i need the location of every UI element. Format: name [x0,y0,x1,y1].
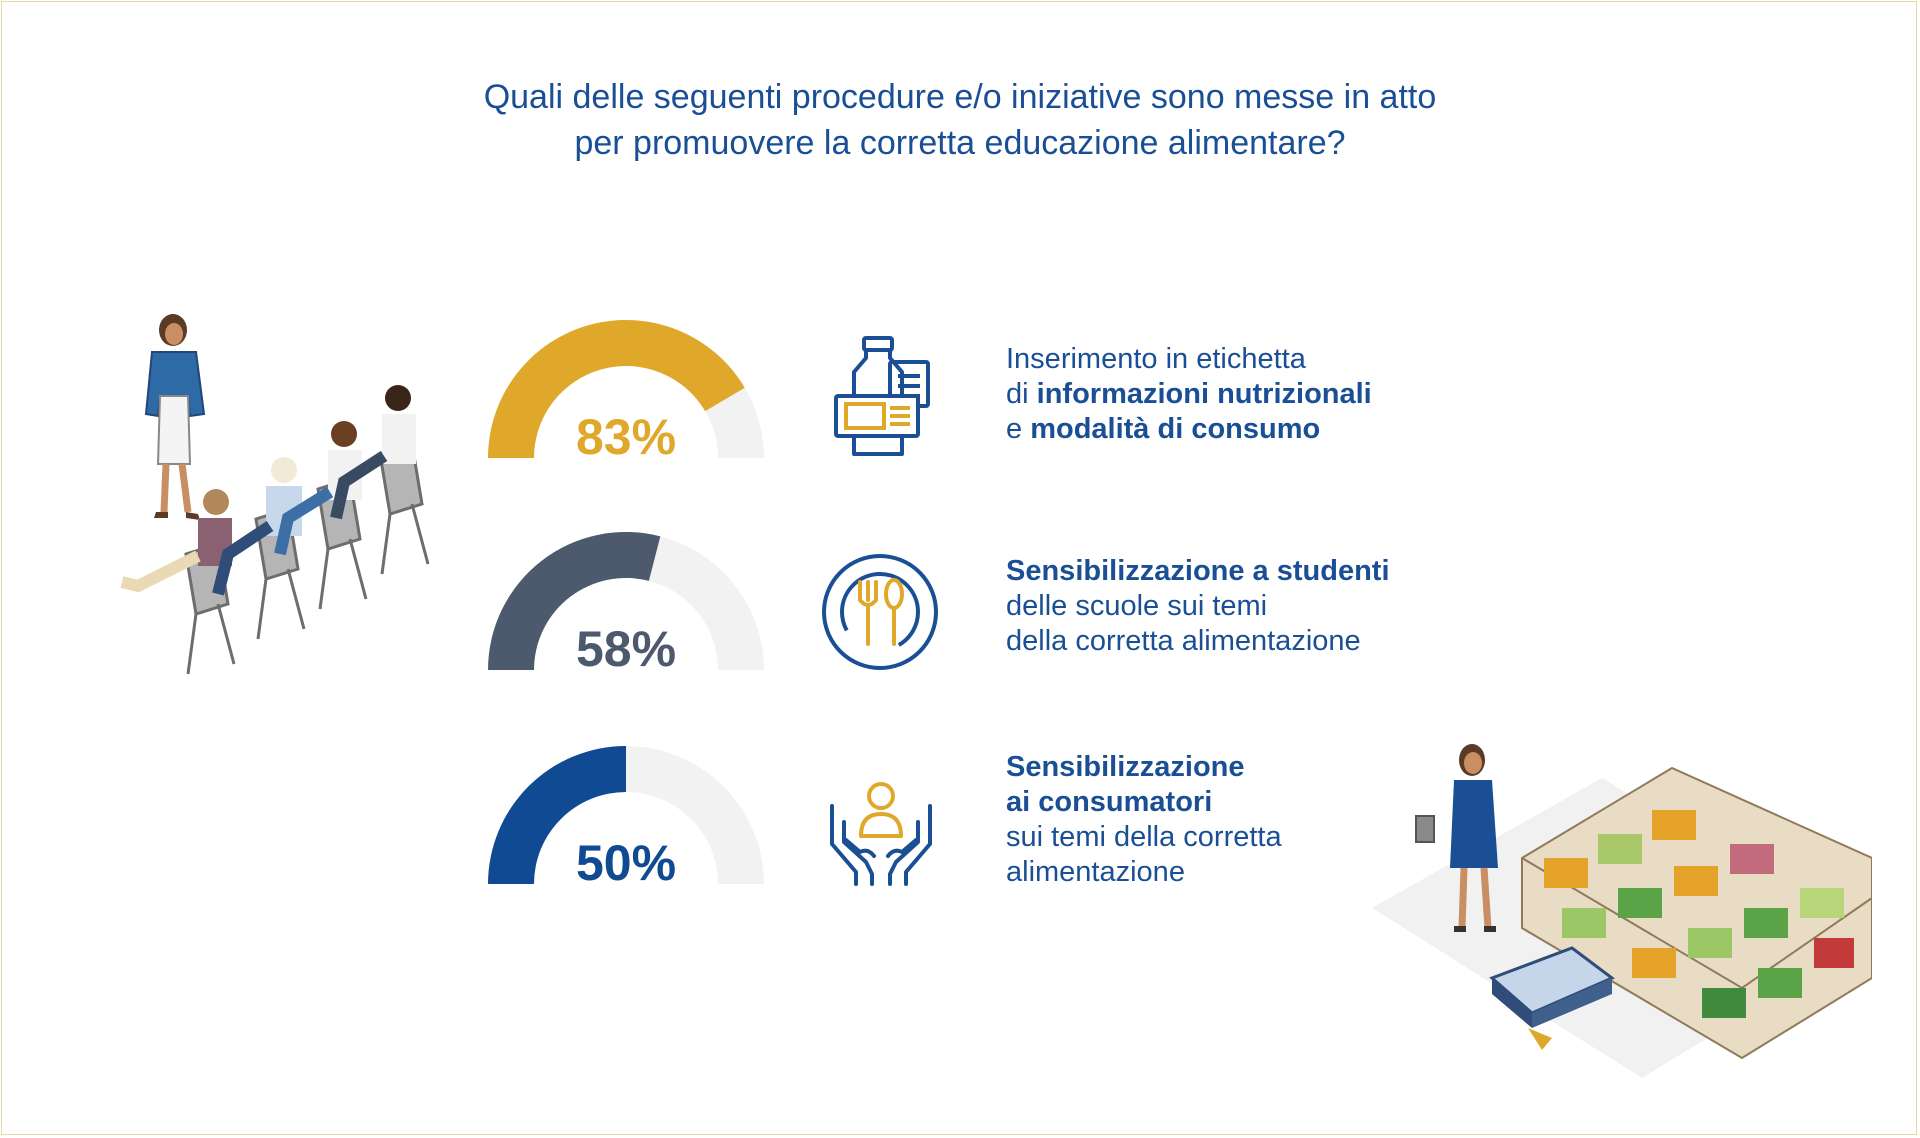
item-2-description: Sensibilizzazione a studenti delle scuol… [1006,554,1390,659]
item-2-line-2: delle scuole sui temi [1006,590,1268,622]
item-1-line-2: di informazioni nutrizionali [1006,378,1372,410]
gauge-value-2 [488,531,661,670]
bottle-label-icon [832,334,932,467]
shopkeeper-figure [1415,744,1498,932]
item-1-description: Inserimento in etichetta di informazioni… [1006,342,1372,447]
item-1-line-1: Inserimento in etichetta [1006,343,1306,375]
item-3-line-2: ai consumatori [1006,786,1213,818]
title-line-1: Quali delle seguenti procedure e/o inizi… [483,78,1437,116]
market-illustration [1372,738,1873,1093]
item-1-line-3: e modalità di consumo [1006,413,1321,445]
item-3-line-1: Sensibilizzazione [1006,751,1245,783]
classroom-illustration [108,304,438,689]
item-2-line-1: Sensibilizzazione a studenti [1006,555,1390,587]
gauge-label-1: 83% [576,409,676,465]
gauge-label-2: 58% [576,621,676,677]
item-3-description: Sensibilizzazione ai consumatori sui tem… [1006,750,1282,890]
gauge-label-3: 50% [576,835,676,891]
title-line-2: per promuovere la corretta educazione al… [574,124,1346,162]
cutlery-plate-icon [820,552,940,677]
item-3-line-4: alimentazione [1006,856,1185,888]
teacher-figure [144,314,206,520]
page-title: Quali delle seguenti procedure e/o inizi… [0,74,1920,166]
item-2-line-3: della corretta alimentazione [1006,625,1361,657]
hands-person-icon [826,778,936,893]
gauge-value-3 [488,746,626,884]
gauge-value-1 [488,320,745,458]
item-3-line-3: sui temi della corretta [1006,821,1282,853]
